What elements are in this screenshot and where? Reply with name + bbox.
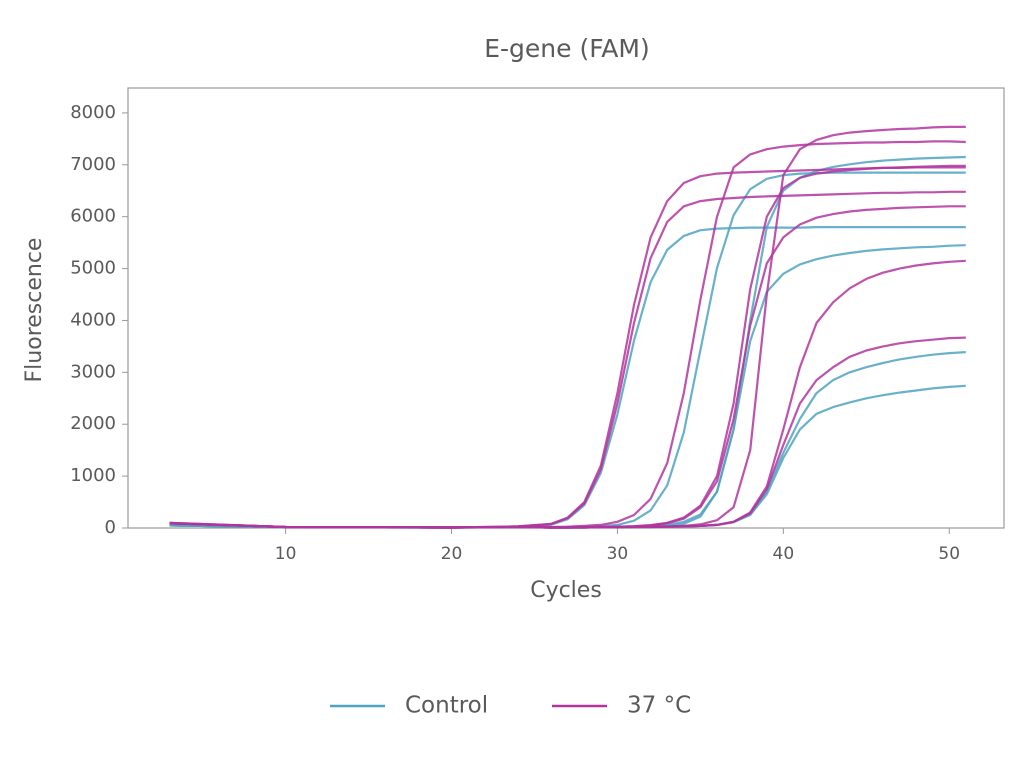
data-line [169, 351, 966, 529]
data-line [169, 384, 966, 529]
data-line [169, 205, 966, 529]
x-tick-label: 10 [275, 544, 297, 564]
data-line [169, 164, 966, 529]
x-tick-label: 40 [773, 544, 795, 564]
data-line [169, 140, 966, 529]
x-tick-label: 20 [441, 544, 463, 564]
x-axis-label: Cycles [530, 578, 602, 603]
y-tick-label: 6000 [70, 206, 116, 227]
data-line [169, 244, 966, 529]
data-line [169, 336, 966, 529]
y-tick-label: 7000 [70, 154, 116, 175]
y-tick-label: 0 [105, 517, 116, 538]
data-line [169, 125, 966, 529]
y-axis-label: Fluorescence [22, 238, 47, 383]
chart-title: E-gene (FAM) [484, 34, 650, 63]
y-tick-label: 1000 [70, 465, 116, 486]
x-tick-label: 50 [938, 544, 960, 564]
y-tick-label: 8000 [70, 102, 116, 123]
data-line [169, 166, 966, 529]
plot-frame [127, 87, 1005, 529]
data-line [169, 259, 966, 529]
y-tick-label: 2000 [70, 413, 116, 434]
legend-label: 37 °C [627, 693, 691, 719]
data-line [169, 226, 966, 529]
y-tick-label: 4000 [70, 309, 116, 330]
data-line [169, 190, 966, 529]
y-tick-label: 3000 [70, 361, 116, 382]
data-line [169, 171, 966, 529]
x-tick-label: 30 [607, 544, 629, 564]
y-tick-label: 5000 [70, 258, 116, 279]
legend-label: Control [405, 693, 488, 719]
